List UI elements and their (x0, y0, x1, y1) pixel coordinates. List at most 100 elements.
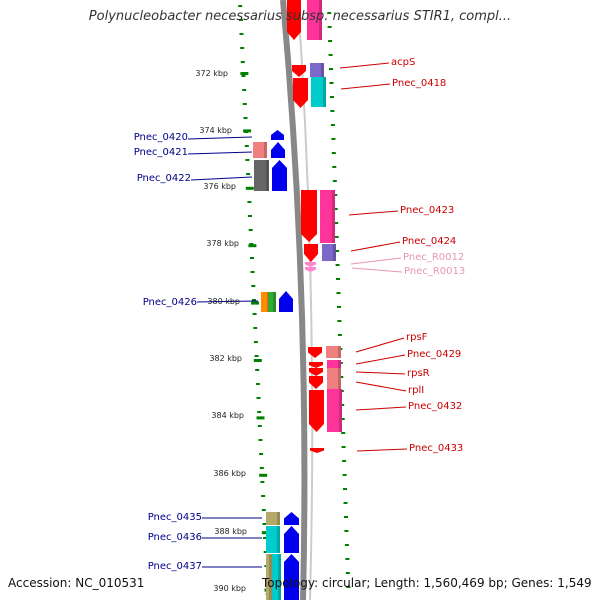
gene-label-pnec-0437[interactable]: Pnec_0437 (147, 561, 202, 572)
track-dot (341, 432, 346, 434)
gene-label-acps[interactable]: acpS (391, 57, 416, 68)
gene-acps (292, 65, 306, 77)
gene-pnec-0437-olive-shade (269, 554, 272, 600)
label-line-pnec-0429 (355, 354, 406, 365)
track-dot (344, 530, 349, 532)
gene-pnec-0437-cyan-shade (278, 554, 281, 600)
track-dot (334, 222, 339, 224)
gene-pnec-0421-salmon (253, 142, 267, 158)
gene-pnec-0429-pink (327, 360, 341, 369)
tick-label: 388 kbp (214, 527, 247, 536)
track-dot (252, 313, 257, 315)
track-dot (249, 243, 254, 245)
gene-pnec-0424-purple (322, 244, 336, 261)
gene-label-pnec-0418[interactable]: Pnec_0418 (392, 78, 447, 89)
track-dot (257, 425, 262, 427)
gene-label-pnec-0432[interactable]: Pnec_0432 (408, 401, 463, 412)
track-dot (248, 215, 252, 217)
tick-label: 386 kbp (213, 469, 246, 478)
track-dot (337, 334, 342, 336)
track-dot (339, 376, 344, 378)
track-dot (254, 355, 259, 357)
accession-text: Accession: NC_010531 (8, 576, 145, 590)
gene-pnec-0436-cyan (266, 526, 280, 553)
track-dot (246, 173, 251, 175)
track-dot (341, 446, 346, 448)
gene-pnec-0432 (309, 390, 324, 432)
track-dot (245, 159, 250, 161)
gene-label-rpsr[interactable]: rpsR (407, 368, 430, 379)
gene-rpli-salmon (327, 377, 341, 389)
track-dot (263, 551, 268, 553)
map-title: Polynucleobacter necessarius subsp. nece… (88, 9, 512, 24)
gene-label-pnec-0424[interactable]: Pnec_0424 (402, 236, 457, 247)
label-line-pnec-r0012 (350, 257, 402, 265)
label-line-pnec-0423 (348, 210, 399, 216)
track-dot (262, 523, 267, 525)
tick-mark (259, 473, 268, 477)
gene-label-pnec-0433[interactable]: Pnec_0433 (409, 443, 464, 454)
gene-label-pnec-0435[interactable]: Pnec_0435 (147, 512, 202, 523)
track-dot (342, 474, 347, 476)
tick-label: 378 kbp (206, 239, 239, 248)
gene-label-rpli[interactable]: rplI (408, 385, 425, 396)
tick-label: 372 kbp (195, 69, 228, 78)
gene-label-pnec-0426[interactable]: Pnec_0426 (142, 297, 197, 308)
track-dot (331, 138, 336, 140)
gene-acps-purple (310, 63, 324, 77)
gene-label-pnec-0423[interactable]: Pnec_0423 (400, 205, 455, 216)
gene-acps-purple-shade (321, 63, 324, 77)
track-dot (328, 40, 333, 42)
track-dot (335, 264, 340, 266)
gene-label-pnec-0429[interactable]: Pnec_0429 (407, 349, 462, 360)
gene-label-pnec-r0012[interactable]: Pnec_R0012 (403, 252, 465, 263)
track-dot (344, 544, 349, 546)
gene-pnec-0437-cyan (272, 554, 281, 600)
tick-mark (251, 301, 260, 305)
track-dot (241, 75, 246, 77)
track-dot (340, 418, 345, 420)
tick-mark (256, 416, 265, 420)
label-line-pnec-0421 (187, 151, 253, 155)
gene-label-rpsf[interactable]: rpsF (406, 332, 428, 343)
gene-pnec-0418-cyan-shade (323, 77, 326, 107)
gene-top-pink (307, 0, 322, 40)
gene-label-pnec-0436[interactable]: Pnec_0436 (147, 532, 202, 543)
track-dot (252, 299, 256, 301)
track-dot (330, 124, 335, 126)
track-dot (337, 320, 342, 322)
track-dot (335, 250, 340, 252)
track-dot (240, 61, 245, 63)
gene-pnec-0436-cyan-shade (277, 526, 280, 553)
gene-rpsr-salmon (327, 368, 341, 377)
tick-mark (253, 359, 262, 362)
gene-label-pnec-0420[interactable]: Pnec_0420 (133, 132, 188, 143)
track-dot (345, 572, 350, 574)
gene-pnec-0422 (272, 160, 287, 191)
gene-label-pnec-0422[interactable]: Pnec_0422 (136, 173, 191, 184)
gene-label-pnec-0421[interactable]: Pnec_0421 (133, 147, 188, 158)
gene-label-pnec-r0013[interactable]: Pnec_R0013 (404, 266, 466, 277)
track-dot (333, 208, 338, 210)
gene-pnec-0436 (284, 526, 299, 553)
track-dot (255, 383, 260, 385)
gene-pnec-0432-pink (327, 389, 342, 432)
track-dot (332, 166, 337, 168)
track-dot (330, 96, 334, 98)
track-dot (239, 33, 244, 35)
gene-pnec-0426-green (268, 292, 276, 312)
track-dot (343, 502, 348, 504)
gene-pnec-0426-green-shade (273, 292, 276, 312)
label-line-pnec-0432 (355, 406, 407, 411)
gene-pnec-0437-olive (266, 554, 272, 600)
gene-pnec-r0013 (305, 267, 316, 272)
gene-rpsf-salmon-shade (338, 346, 341, 358)
gene-pnec-0424-purple-shade (333, 244, 336, 261)
track-dot (328, 54, 333, 56)
track-dot (331, 152, 336, 154)
label-line-pnec-r0013 (351, 267, 403, 273)
gene-rpsr-salmon-shade (338, 368, 341, 377)
label-line-pnec-0424 (350, 241, 401, 252)
gene-top-pink-shade (319, 0, 322, 40)
gene-rpsf-salmon (326, 346, 341, 358)
